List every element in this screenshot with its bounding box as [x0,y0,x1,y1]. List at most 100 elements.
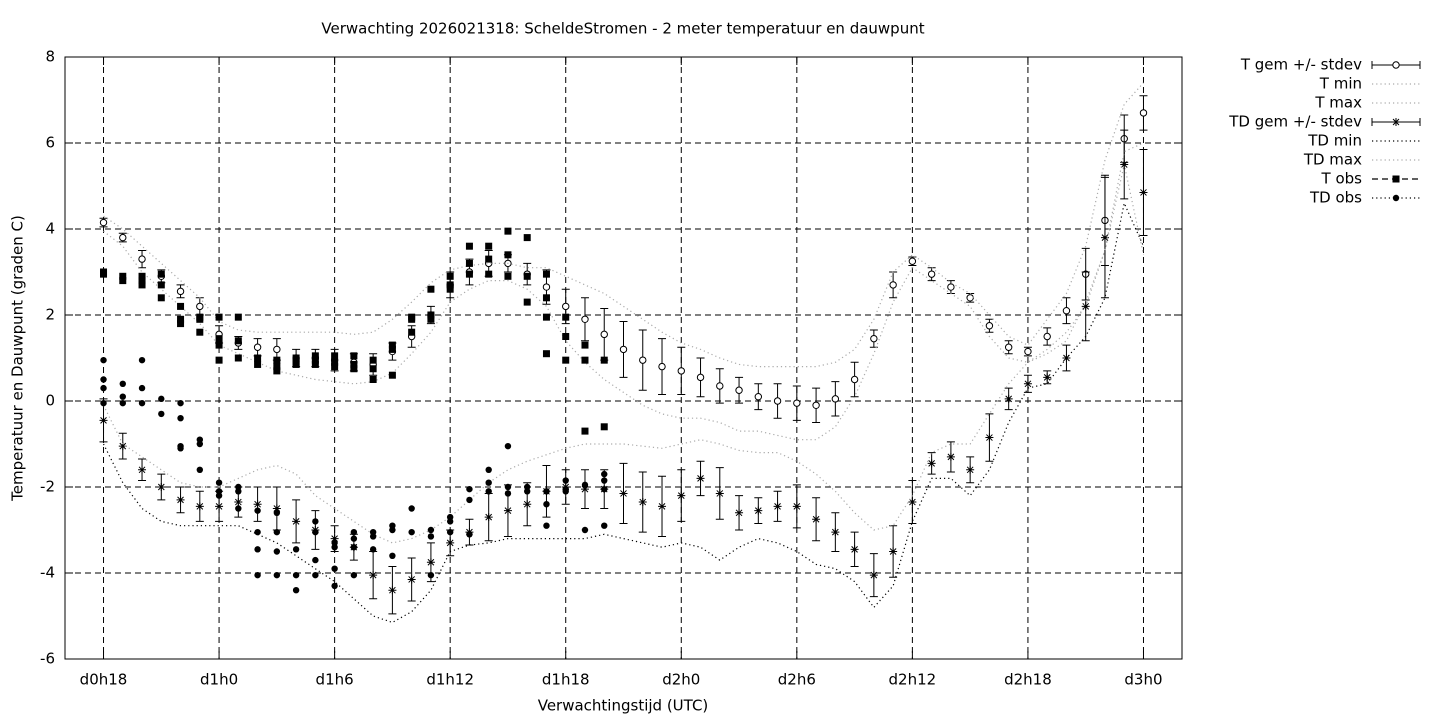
mean-marker [253,343,262,351]
mean-marker [619,345,628,354]
x-tick-label: d2h12 [889,671,937,689]
mean-marker [503,506,512,515]
obs-point [408,528,415,536]
y-tick-label: 2 [45,306,55,324]
obs-point [446,518,454,525]
obs-point [369,356,377,364]
mean-marker [696,373,705,382]
mean-marker [388,586,397,595]
mean-marker [985,433,994,442]
mean-marker [176,495,185,504]
obs-point [215,313,223,321]
legend-label: TD max [1303,151,1362,169]
legend-marker [1392,118,1400,126]
obs-point [485,270,493,278]
obs-point [600,423,608,431]
obs-point [331,352,339,360]
legend-marker [1392,175,1400,183]
obs-point [292,587,300,594]
obs-point [100,376,107,383]
obs-point [312,571,319,579]
mean-marker [407,575,416,584]
plot-border [64,56,1183,660]
obs-point [350,352,358,360]
mean-marker [619,489,628,498]
obs-point [427,571,435,579]
mean-marker [658,502,667,511]
obs-point [485,479,492,486]
obs-point [138,356,146,364]
x-tick-label: d0h18 [80,671,128,689]
obs-point [177,399,184,407]
obs-point [388,371,396,379]
y-tick-label: -6 [40,650,55,668]
mean-marker [1139,188,1148,197]
obs-point [331,582,338,590]
mean-marker [119,233,127,242]
obs-point [312,528,319,536]
mean-marker [831,528,840,537]
obs-point [388,341,396,349]
mean-marker [850,375,859,384]
obs-point [369,546,377,553]
obs-point [485,242,493,250]
obs-point [350,544,358,551]
obs-point [485,466,492,473]
legend-label: T min [1319,75,1362,93]
range-line [102,142,1144,544]
obs-point [350,571,358,579]
y-axis-label: Temperatuur en Dauwpunt (graden C) [9,215,27,502]
obs-point [100,399,107,407]
obs-point [196,328,204,336]
mean-marker [947,283,955,291]
obs-point [350,528,358,536]
mean-marker [715,489,724,498]
obs-point [215,341,223,349]
x-tick-label: d1h18 [542,671,590,689]
obs-point [196,466,204,473]
obs-point [138,277,146,285]
y-tick-label: -4 [40,564,55,582]
mean-marker [542,283,551,291]
obs-point [158,410,165,418]
obs-point [234,313,242,321]
mean-marker [908,498,917,507]
mean-marker [99,416,108,425]
obs-point [138,384,146,392]
obs-point [466,485,473,493]
obs-point [465,242,473,250]
x-tick-label: d2h0 [662,671,700,689]
obs-point [177,302,185,310]
obs-point [254,507,261,514]
x-tick-label: d1h12 [426,671,474,689]
mean-marker [234,498,243,507]
obs-point [427,315,435,323]
obs-point [369,365,377,373]
x-tick-label: d2h18 [1004,671,1052,689]
obs-point [581,341,589,349]
obs-point [254,354,262,362]
mean-marker [446,538,455,547]
obs-point [177,415,184,422]
mean-marker [1062,307,1071,315]
obs-point [581,526,589,534]
obs-point [292,360,300,368]
obs-point [350,535,358,542]
obs-point [254,528,261,536]
mean-marker [196,302,204,311]
obs-point [157,270,165,278]
x-tick-label: d1h6 [316,671,354,689]
obs-point [312,518,319,525]
mean-marker [426,558,435,567]
obs-point [292,571,300,579]
obs-point [177,320,185,328]
obs-point [523,272,531,280]
mean-marker [793,399,801,407]
obs-point [466,531,473,538]
x-axis-label: Verwachtingstijd (UTC) [538,697,709,715]
mean-marker [735,508,744,517]
x-tick-label: d2h6 [778,671,816,689]
mean-marker [812,401,820,409]
obs-point [389,526,396,534]
